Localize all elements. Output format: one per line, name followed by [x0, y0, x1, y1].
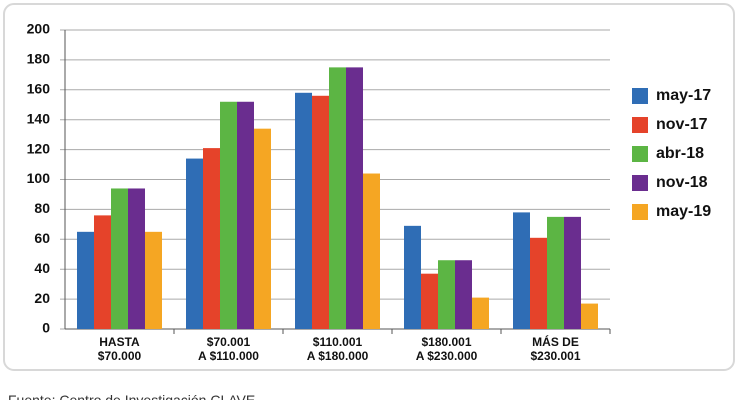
- bar: [363, 173, 380, 329]
- x-tick-label: HASTA $70.000: [97, 335, 142, 363]
- y-tick-label: 0: [42, 320, 50, 336]
- bar: [564, 216, 581, 329]
- bar: [237, 101, 254, 329]
- bar: [145, 231, 162, 329]
- x-tick-label: $110.001 A $180.000: [306, 335, 369, 363]
- bar: [346, 67, 363, 329]
- bar: [438, 260, 455, 329]
- bar: [186, 158, 203, 329]
- y-tick-label: 120: [27, 140, 51, 156]
- bar: [203, 148, 220, 329]
- bar: [547, 216, 564, 329]
- bar: [513, 212, 530, 329]
- bar: [421, 273, 438, 329]
- bar: [77, 231, 94, 329]
- source-note: Fuente: Centro de Investigación CLAVE: [8, 392, 256, 400]
- legend-swatch: [632, 88, 648, 104]
- x-tick-label: MÁS DE $230.001: [530, 335, 581, 363]
- legend-label: abr-18: [656, 145, 704, 162]
- bar: [530, 237, 547, 329]
- legend-swatch: [632, 175, 648, 191]
- legend-label: may-19: [656, 203, 711, 220]
- bar: [472, 297, 489, 329]
- legend-swatch: [632, 146, 648, 162]
- legend-swatch: [632, 117, 648, 133]
- bar: [455, 260, 472, 329]
- bar: [128, 188, 145, 329]
- x-tick-label: $70.001 A $110.000: [198, 335, 259, 363]
- y-tick-label: 140: [27, 110, 51, 126]
- y-tick-label: 60: [34, 230, 50, 246]
- y-tick-label: 20: [34, 290, 50, 306]
- legend-swatch: [632, 204, 648, 220]
- bar: [220, 101, 237, 329]
- legend-label: nov-18: [656, 174, 708, 191]
- y-tick-label: 200: [27, 21, 51, 37]
- y-tick-label: 100: [27, 170, 51, 186]
- bar: [312, 95, 329, 329]
- bar: [329, 67, 346, 329]
- bar: [94, 215, 111, 329]
- bar: [404, 225, 421, 329]
- bar: [111, 188, 128, 329]
- legend-label: may-17: [656, 87, 711, 104]
- y-tick-label: 160: [27, 81, 51, 97]
- y-tick-label: 80: [34, 200, 50, 216]
- bar: [581, 303, 598, 329]
- legend-label: nov-17: [656, 116, 708, 133]
- bar: [254, 128, 271, 329]
- x-tick-label: $180.001 A $230.000: [415, 335, 478, 363]
- bar: [295, 92, 312, 329]
- y-tick-label: 40: [34, 260, 50, 276]
- y-tick-label: 180: [27, 51, 51, 67]
